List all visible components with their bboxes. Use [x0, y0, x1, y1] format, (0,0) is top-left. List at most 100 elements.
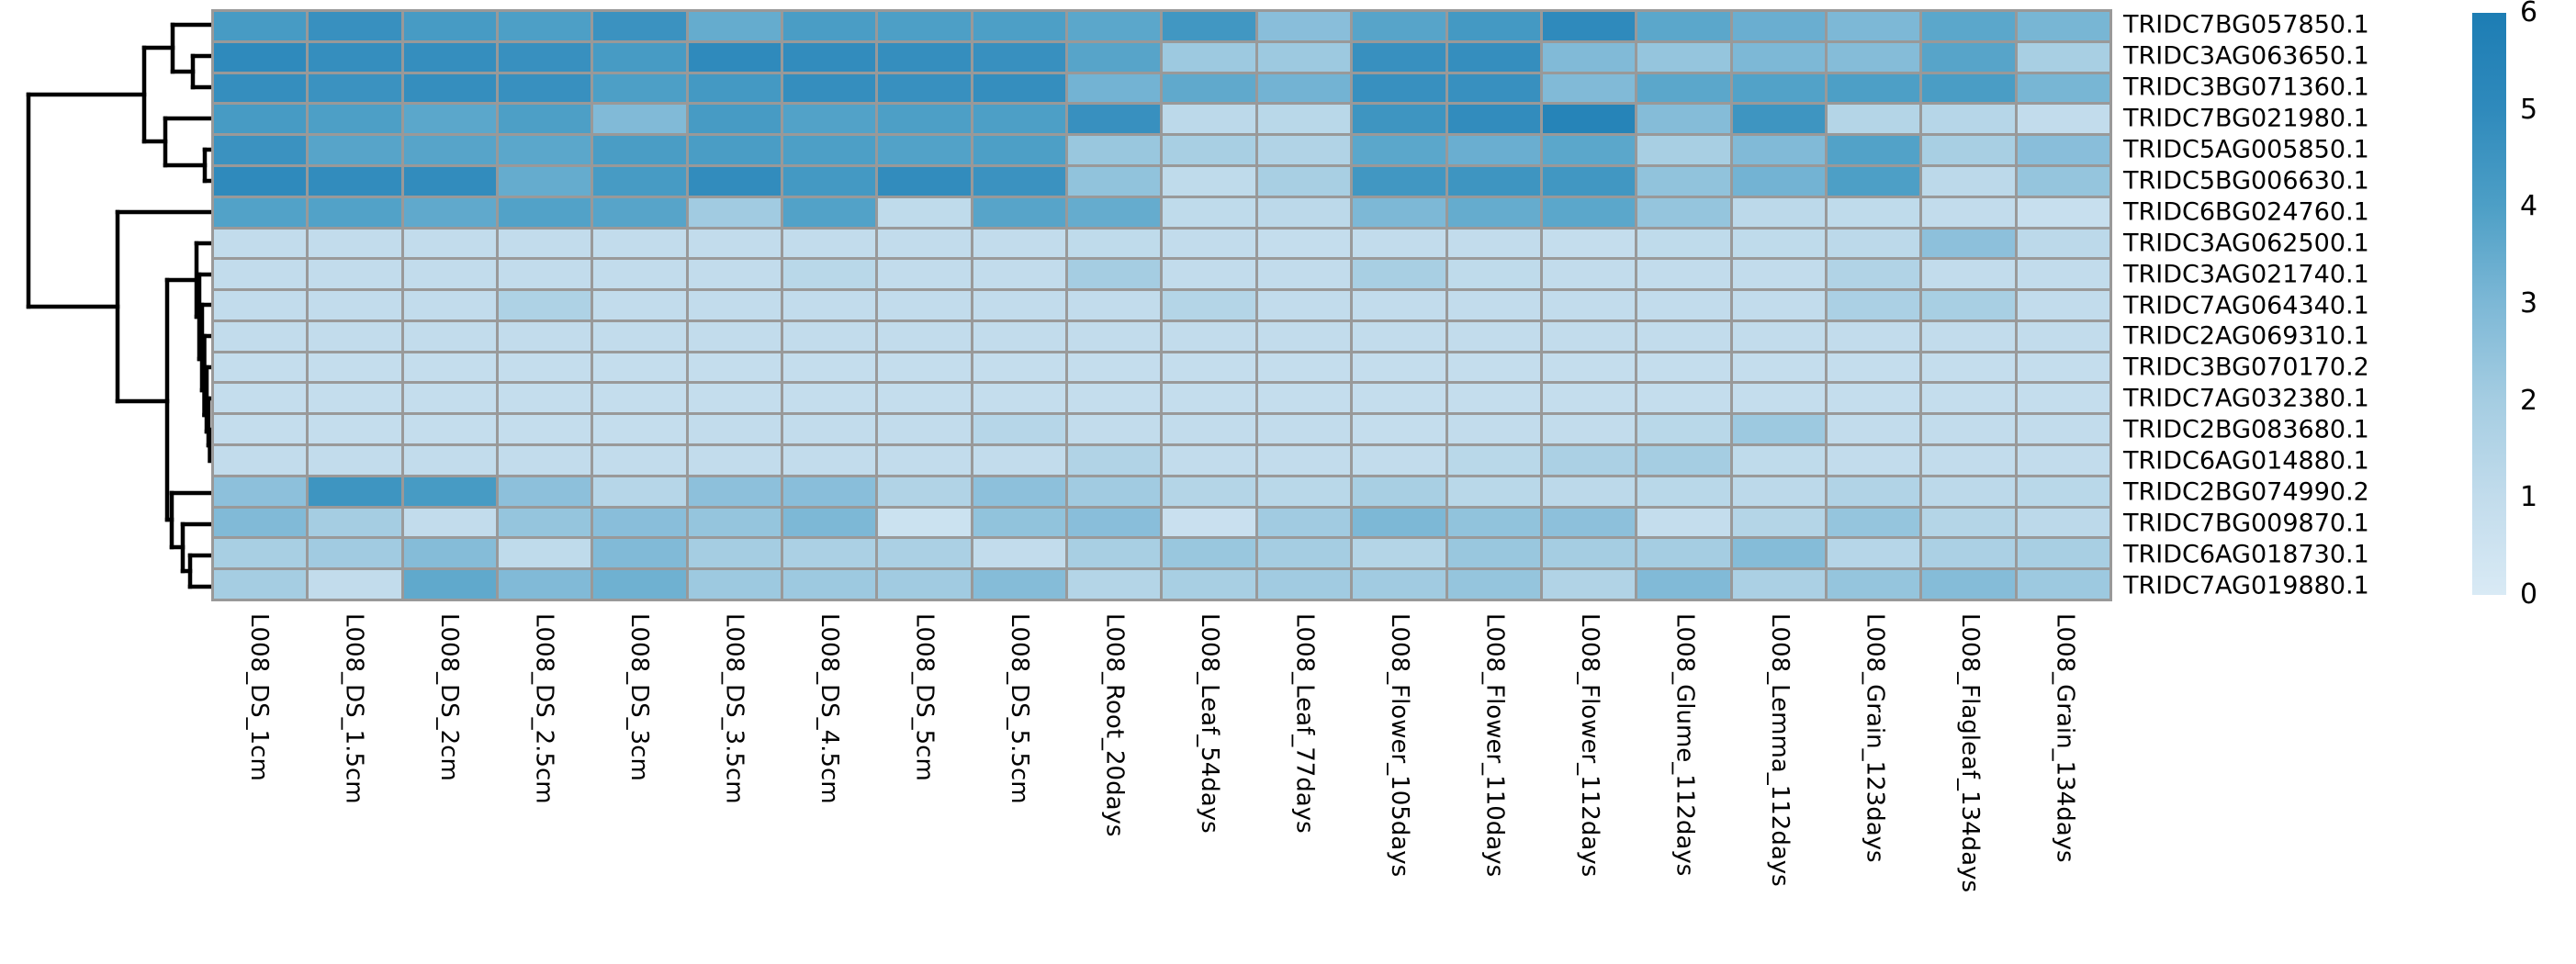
heatmap-cell	[1827, 570, 1920, 599]
heatmap-cell	[688, 353, 782, 382]
heatmap-cell	[1068, 166, 1161, 196]
heatmap-cell	[403, 260, 497, 289]
heatmap-cell	[214, 73, 307, 103]
heatmap-cell	[1732, 321, 1825, 351]
heatmap-cell	[2017, 321, 2109, 351]
heatmap-cell	[593, 73, 686, 103]
heatmap-cell	[1637, 105, 1730, 134]
heatmap-cell	[593, 384, 686, 413]
heatmap-cell	[403, 384, 497, 413]
heatmap-cell	[309, 476, 401, 506]
heatmap-cell	[1068, 42, 1161, 72]
heatmap-cell	[1068, 73, 1161, 103]
heatmap-cell	[1257, 508, 1351, 537]
heatmap-cell	[783, 539, 876, 568]
column-label: L008_Leaf_77days	[1290, 613, 1319, 834]
heatmap-cell	[309, 260, 401, 289]
heatmap-cell	[1163, 539, 1255, 568]
heatmap-cell	[499, 570, 591, 599]
heatmap-cell	[1257, 321, 1351, 351]
heatmap-cell	[1068, 353, 1161, 382]
heatmap-cell	[1542, 12, 1636, 40]
heatmap-cell	[1447, 166, 1540, 196]
heatmap-cell	[214, 136, 307, 164]
heatmap-cell	[1637, 136, 1730, 164]
heatmap-cell	[1542, 197, 1636, 227]
heatmap-cell	[1732, 508, 1825, 537]
heatmap-cell	[878, 415, 971, 444]
column-label: L008_Flower_112days	[1575, 613, 1603, 878]
heatmap-cell	[1353, 539, 1445, 568]
heatmap-cell	[1922, 353, 2015, 382]
column-label: L008_Flower_110days	[1480, 613, 1509, 878]
heatmap-cell	[1542, 415, 1636, 444]
heatmap-cell	[1827, 291, 1920, 319]
heatmap-cell	[1257, 12, 1351, 40]
heatmap-cell	[403, 291, 497, 319]
heatmap-cell	[783, 415, 876, 444]
heatmap-cell	[2017, 166, 2109, 196]
heatmap-cell	[1163, 384, 1255, 413]
heatmap-cell	[688, 260, 782, 289]
heatmap-cell	[688, 384, 782, 413]
heatmap-cell	[1257, 384, 1351, 413]
heatmap-cell	[214, 197, 307, 227]
heatmap-cell	[593, 508, 686, 537]
heatmap-cell	[499, 12, 591, 40]
heatmap-cell	[688, 415, 782, 444]
heatmap-cell	[214, 229, 307, 258]
heatmap-cell	[1732, 446, 1825, 475]
column-label: L008_Root_20days	[1100, 613, 1129, 837]
heatmap-cell	[499, 539, 591, 568]
heatmap-cell	[1542, 384, 1636, 413]
heatmap-cell	[499, 446, 591, 475]
heatmap-cell	[878, 321, 971, 351]
heatmap-cell	[1068, 136, 1161, 164]
heatmap-cell	[1257, 476, 1351, 506]
heatmap-cell	[1068, 446, 1161, 475]
heatmap-cell	[783, 384, 876, 413]
heatmap-cell	[878, 508, 971, 537]
heatmap-cell	[499, 415, 591, 444]
heatmap-cell	[1163, 42, 1255, 72]
heatmap-cell	[1922, 291, 2015, 319]
heatmap-cell	[499, 321, 591, 351]
heatmap-cell	[1637, 384, 1730, 413]
heatmap-cell	[214, 291, 307, 319]
heatmap-cell	[1447, 105, 1540, 134]
heatmap-cell	[1827, 353, 1920, 382]
heatmap-cell	[1922, 415, 2015, 444]
heatmap-cell	[309, 73, 401, 103]
heatmap-cell	[214, 321, 307, 351]
heatmap-cell	[593, 42, 686, 72]
heatmap-cell	[1163, 476, 1255, 506]
heatmap-cell	[1732, 197, 1825, 227]
heatmap-cell	[403, 476, 497, 506]
heatmap-cell	[1637, 570, 1730, 599]
heatmap-cell	[783, 476, 876, 506]
row-label: TRIDC7AG064340.1	[2123, 291, 2369, 319]
heatmap-cell	[688, 136, 782, 164]
heatmap-cell	[1922, 446, 2015, 475]
heatmap-cell	[1353, 353, 1445, 382]
heatmap-cell	[1542, 291, 1636, 319]
heatmap-cell	[1068, 384, 1161, 413]
row-label: TRIDC3AG062500.1	[2123, 229, 2369, 258]
heatmap-cell	[1257, 105, 1351, 134]
heatmap-cell	[878, 260, 971, 289]
heatmap-cell	[973, 136, 1066, 164]
heatmap-cell	[593, 12, 686, 40]
heatmap-cell	[1257, 353, 1351, 382]
heatmap-cell	[1257, 291, 1351, 319]
heatmap-cell	[309, 353, 401, 382]
column-label: L008_Glume_112days	[1670, 613, 1699, 877]
heatmap-cell	[783, 353, 876, 382]
colorbar-tick-label: 0	[2520, 578, 2538, 611]
heatmap-cell	[403, 166, 497, 196]
heatmap-cell	[1353, 105, 1445, 134]
heatmap-cell	[1827, 321, 1920, 351]
heatmap-cell	[1637, 166, 1730, 196]
heatmap-cell	[1922, 197, 2015, 227]
heatmap-cell	[593, 476, 686, 506]
heatmap-cell	[973, 12, 1066, 40]
